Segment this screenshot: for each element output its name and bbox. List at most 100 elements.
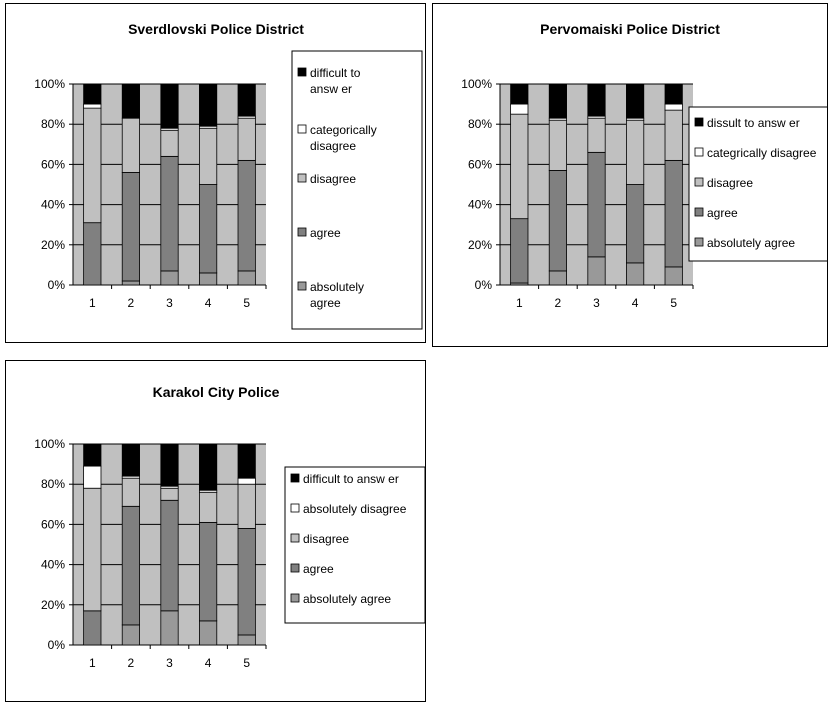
legend-swatch [290, 593, 300, 603]
bar-segment-difficult-to-answ-er [160, 83, 179, 129]
bar-segment-agree [160, 499, 179, 612]
chart-svg-pervomaiski: Pervomaiski Police District 0% 20% 40% 60% 80… [461, 21, 827, 310]
legend-label: difficult to answ er [303, 472, 399, 486]
bar-segment-disagree [237, 483, 256, 529]
bar-segment-absolutely-agree [664, 266, 683, 286]
bar-segment-dissult-to-answ-er [548, 83, 567, 119]
legend-swatch [694, 177, 704, 187]
bar-segment-difficult-to-answ-er [160, 443, 179, 487]
bar-segment-absolutely-agree [121, 280, 140, 286]
x-tick-label: 2 [128, 656, 135, 670]
bar-segment-absolutely-agree [199, 620, 218, 646]
legend-label: absolutely agree [707, 236, 795, 250]
bar-segment-difficult-to-answ-er [237, 83, 256, 117]
bar-segment-absolutely-agree [587, 256, 606, 286]
bar-segment-categorically-disagree [83, 103, 102, 109]
legend-label: disagree [310, 172, 356, 186]
x-tick-label: 3 [593, 296, 600, 310]
bar-segment-agree [626, 184, 645, 264]
bar-segment-absolutely-agree [160, 270, 179, 286]
x-tick-label: 5 [670, 296, 677, 310]
legend-swatch [297, 173, 307, 183]
bar-segment-absolutely-disagree [237, 477, 256, 485]
y-tick-label: 60% [41, 517, 65, 531]
bar-segment-absolutely-agree [237, 634, 256, 646]
bar-segment-dissult-to-answ-er [626, 83, 645, 119]
legend-swatch [290, 473, 300, 483]
bar-segment-agree [121, 505, 140, 626]
bar-segment-absolutely-agree [548, 270, 567, 286]
bar-segment-agree [121, 172, 140, 282]
bar-segment-disagree [83, 487, 102, 612]
bar-segment-disagree [160, 487, 179, 501]
legend-swatch [297, 227, 307, 237]
bar-segment-absolutely-agree [626, 262, 645, 286]
bar-segment-categrically-disagree [510, 103, 529, 115]
legend-label: absolutely agree [303, 592, 391, 606]
bar-segment-difficult-to-answ-er [199, 443, 218, 491]
y-tick-label: 40% [41, 198, 65, 212]
bar-segment-disagree [510, 113, 529, 220]
bar-segment-disagree [83, 107, 102, 224]
y-tick-label: 80% [41, 117, 65, 131]
bar-segment-absolutely-agree [237, 270, 256, 286]
chart-title: Pervomaiski Police District [540, 21, 720, 37]
bar-segment-difficult-to-answ-er [121, 443, 140, 477]
legend-swatch [290, 533, 300, 543]
x-tick-label: 4 [205, 296, 212, 310]
chart-karakol: Karakol City Police 0% 20% 40% 60% 80% 100% 1 2 3… [5, 360, 426, 702]
x-tick-label: 3 [166, 296, 173, 310]
bar-segment-absolutely-disagree [83, 465, 102, 489]
bar-segment-agree [83, 610, 102, 646]
x-tick-label: 2 [555, 296, 562, 310]
bar-segment-difficult-to-answ-er [83, 83, 102, 105]
legend-label: disagree [303, 532, 349, 546]
legend-box [291, 50, 423, 330]
legend-label: agree [303, 562, 334, 576]
y-tick-label: 0% [48, 638, 66, 652]
y-tick-label: 100% [461, 77, 492, 91]
legend-label: absolutely agree [310, 280, 364, 310]
legend-swatch [694, 147, 704, 157]
bar-segment-categrically-disagree [664, 103, 683, 111]
y-tick-label: 20% [41, 598, 65, 612]
bar-segment-difficult-to-answ-er [83, 443, 102, 467]
y-tick-label: 0% [48, 278, 66, 292]
y-tick-label: 80% [41, 477, 65, 491]
legend-swatch [297, 281, 307, 291]
x-tick-label: 5 [243, 656, 250, 670]
chart-sverdlovski: Sverdlovski Police District 0% 20% 40% 60% 80… [5, 3, 426, 343]
legend-swatch [297, 67, 307, 77]
bar-segment-agree [510, 218, 529, 284]
y-tick-label: 40% [41, 558, 65, 572]
y-tick-label: 20% [41, 238, 65, 252]
bar-segment-agree [237, 528, 256, 636]
bar-segment-agree [83, 222, 102, 286]
y-tick-label: 100% [34, 437, 65, 451]
y-tick-label: 40% [468, 198, 492, 212]
bar-segment-disagree [199, 127, 218, 185]
bar-segment-dissult-to-answ-er [510, 83, 529, 105]
x-tick-label: 1 [89, 656, 96, 670]
chart-svg-karakol: Karakol City Police 0% 20% 40% 60% 80% 100% 1 2 3… [34, 384, 425, 670]
bar-segment-agree [160, 155, 179, 272]
bar-segment-disagree [548, 119, 567, 171]
y-tick-label: 100% [34, 77, 65, 91]
bar-segment-disagree [160, 129, 179, 157]
bar-segment-disagree [121, 477, 140, 507]
legend-swatch [694, 207, 704, 217]
bar-segment-disagree [237, 117, 256, 161]
x-tick-label: 2 [128, 296, 135, 310]
legend-swatch [290, 563, 300, 573]
bar-segment-agree [199, 521, 218, 622]
legend-box [688, 106, 827, 262]
legend-label: categorically disagree [310, 123, 377, 153]
x-tick-label: 5 [243, 296, 250, 310]
x-tick-label: 1 [89, 296, 96, 310]
x-tick-label: 4 [632, 296, 639, 310]
bar-segment-dissult-to-answ-er [587, 83, 606, 117]
legend-label: agree [707, 206, 738, 220]
legend-swatch [694, 237, 704, 247]
bar-segment-difficult-to-answ-er [121, 83, 140, 119]
bar-segment-agree [664, 159, 683, 268]
